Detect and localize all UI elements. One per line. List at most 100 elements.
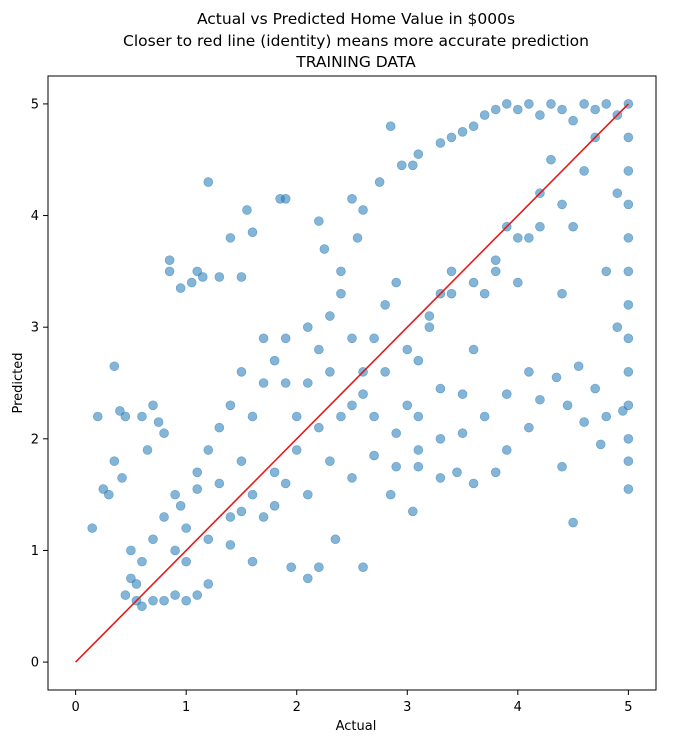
data-point — [336, 266, 346, 277]
data-point — [258, 512, 269, 522]
data-point — [186, 277, 197, 288]
data-point — [579, 166, 589, 176]
data-point — [468, 478, 479, 489]
data-point — [623, 456, 634, 466]
data-point — [175, 500, 186, 511]
x-tick-label: 5 — [624, 700, 632, 715]
data-point — [413, 461, 424, 472]
data-point — [623, 484, 634, 494]
x-tick-label: 3 — [403, 700, 411, 715]
identity-line — [75, 103, 629, 663]
data-point — [601, 266, 612, 277]
data-point — [148, 534, 158, 545]
data-point — [269, 355, 280, 366]
data-point — [192, 590, 203, 600]
data-point — [524, 422, 534, 433]
x-tick-label: 4 — [514, 700, 522, 715]
data-point — [551, 372, 562, 383]
data-point — [623, 266, 634, 277]
data-point — [236, 456, 247, 466]
data-point — [314, 562, 324, 573]
data-point — [109, 361, 120, 372]
data-point — [369, 333, 379, 344]
data-point — [435, 383, 446, 394]
data-point — [181, 556, 191, 567]
plot-frame — [47, 75, 657, 691]
data-point — [120, 411, 131, 422]
data-point — [280, 194, 291, 204]
data-point — [468, 344, 479, 355]
data-point — [385, 489, 396, 500]
data-point — [192, 467, 203, 478]
data-point — [242, 205, 252, 215]
data-point — [579, 99, 589, 109]
y-tick-label: 4 — [31, 209, 39, 224]
data-point — [435, 434, 446, 444]
data-point — [142, 445, 153, 455]
data-point — [126, 545, 136, 556]
identity-line-layer — [75, 103, 629, 663]
data-point — [601, 411, 612, 422]
y-axis-label: Predicted — [11, 352, 26, 413]
x-tick-label: 0 — [71, 700, 79, 715]
data-point — [247, 227, 258, 238]
data-point — [170, 545, 180, 556]
data-point — [258, 378, 269, 388]
data-point — [159, 595, 169, 606]
data-point — [513, 104, 523, 115]
data-point — [109, 456, 120, 466]
y-axis-ticks: 0 1 2 3 4 5 — [31, 97, 48, 671]
data-point — [192, 484, 203, 494]
data-point — [258, 333, 269, 344]
data-point — [623, 166, 634, 176]
data-point — [380, 367, 390, 377]
data-point — [424, 311, 435, 321]
data-point — [87, 523, 98, 533]
data-point — [280, 333, 291, 344]
data-point — [347, 194, 357, 204]
data-point — [347, 333, 357, 344]
data-point — [557, 199, 567, 210]
data-point — [479, 288, 490, 299]
data-point — [325, 367, 335, 377]
data-point — [457, 428, 468, 439]
data-point — [325, 311, 335, 321]
data-point — [579, 417, 589, 427]
data-point — [601, 99, 612, 109]
data-point — [336, 288, 346, 299]
data-point — [291, 411, 302, 422]
data-point — [385, 121, 396, 132]
data-point — [319, 244, 330, 254]
data-point — [175, 283, 186, 293]
data-point — [203, 177, 214, 187]
data-point — [164, 266, 175, 277]
data-point — [159, 512, 169, 522]
data-point — [557, 104, 567, 115]
data-point — [590, 104, 601, 115]
data-point — [280, 378, 291, 388]
data-point — [247, 411, 258, 422]
y-tick-label: 3 — [31, 321, 39, 336]
data-point — [435, 138, 446, 148]
data-point — [148, 595, 158, 606]
data-point — [513, 233, 523, 243]
data-point — [336, 411, 346, 422]
y-tick-label: 5 — [31, 97, 39, 112]
data-point — [236, 367, 247, 377]
data-point — [391, 461, 402, 472]
data-point — [535, 110, 545, 120]
data-point — [203, 445, 214, 455]
data-point — [225, 512, 236, 522]
data-point — [302, 322, 313, 332]
x-axis-label: Actual — [336, 719, 377, 734]
data-point — [524, 233, 534, 243]
data-point — [595, 439, 606, 450]
data-point — [286, 562, 297, 573]
data-point — [358, 389, 368, 399]
data-point — [314, 344, 324, 355]
data-point — [347, 473, 357, 483]
data-point — [623, 199, 634, 210]
data-point — [164, 255, 175, 266]
data-point — [396, 160, 407, 171]
data-point — [170, 489, 180, 500]
